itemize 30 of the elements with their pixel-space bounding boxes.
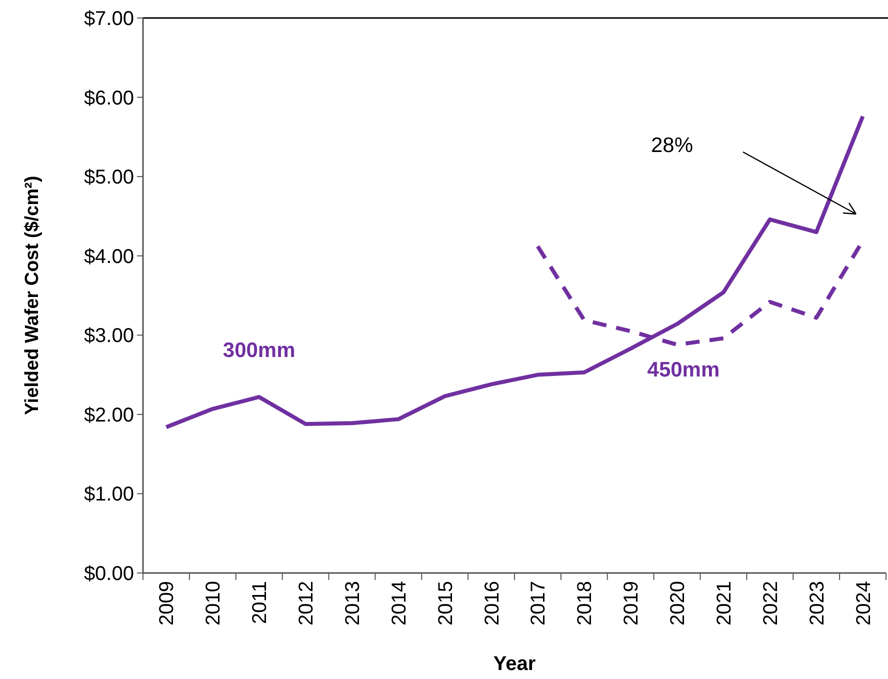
text: 300mm (222, 338, 296, 362)
x-tick-label: 2023 (806, 581, 828, 626)
x-tick-label: 2021 (713, 581, 736, 626)
x-axis-title: Year (493, 653, 536, 675)
annotation: 28% (650, 134, 694, 157)
x-tick-label: 2009 (156, 581, 178, 626)
series-label: 450mm (647, 358, 720, 382)
y-tick-label: $5.00 (84, 166, 134, 189)
x-tick-label: 2012 (296, 581, 318, 626)
y-tick-label: $0.00 (84, 563, 134, 585)
x-tick-label: 2016 (481, 581, 504, 626)
y-tick-label: $1.00 (84, 484, 134, 506)
y-tick-label: $3.00 (84, 325, 134, 348)
x-tick-label: 2020 (667, 581, 690, 626)
y-tick-label: $2.00 (84, 404, 134, 426)
y-tick-label: $4.00 (84, 246, 134, 268)
y-tick-label: $7.00 (84, 8, 134, 30)
y-axis-title: Yielded Wafer Cost ($/cm²) (22, 176, 43, 416)
x-tick-label: 2013 (342, 581, 364, 626)
x-tick-label: 2024 (852, 581, 875, 626)
x-tick-label: 2015 (434, 581, 457, 626)
x-tick-label: 2022 (760, 581, 782, 626)
x-tick-label: 2011 (249, 581, 272, 624)
line-series (164, 114, 865, 430)
x-tick-label: 2010 (202, 581, 225, 626)
x-tick-label: 2019 (620, 581, 643, 626)
y-tick-label: $6.00 (84, 87, 134, 110)
x-tick-label: 2017 (528, 581, 550, 626)
x-tick-label: 2018 (574, 581, 596, 626)
x-tick-label: 2014 (388, 581, 410, 626)
